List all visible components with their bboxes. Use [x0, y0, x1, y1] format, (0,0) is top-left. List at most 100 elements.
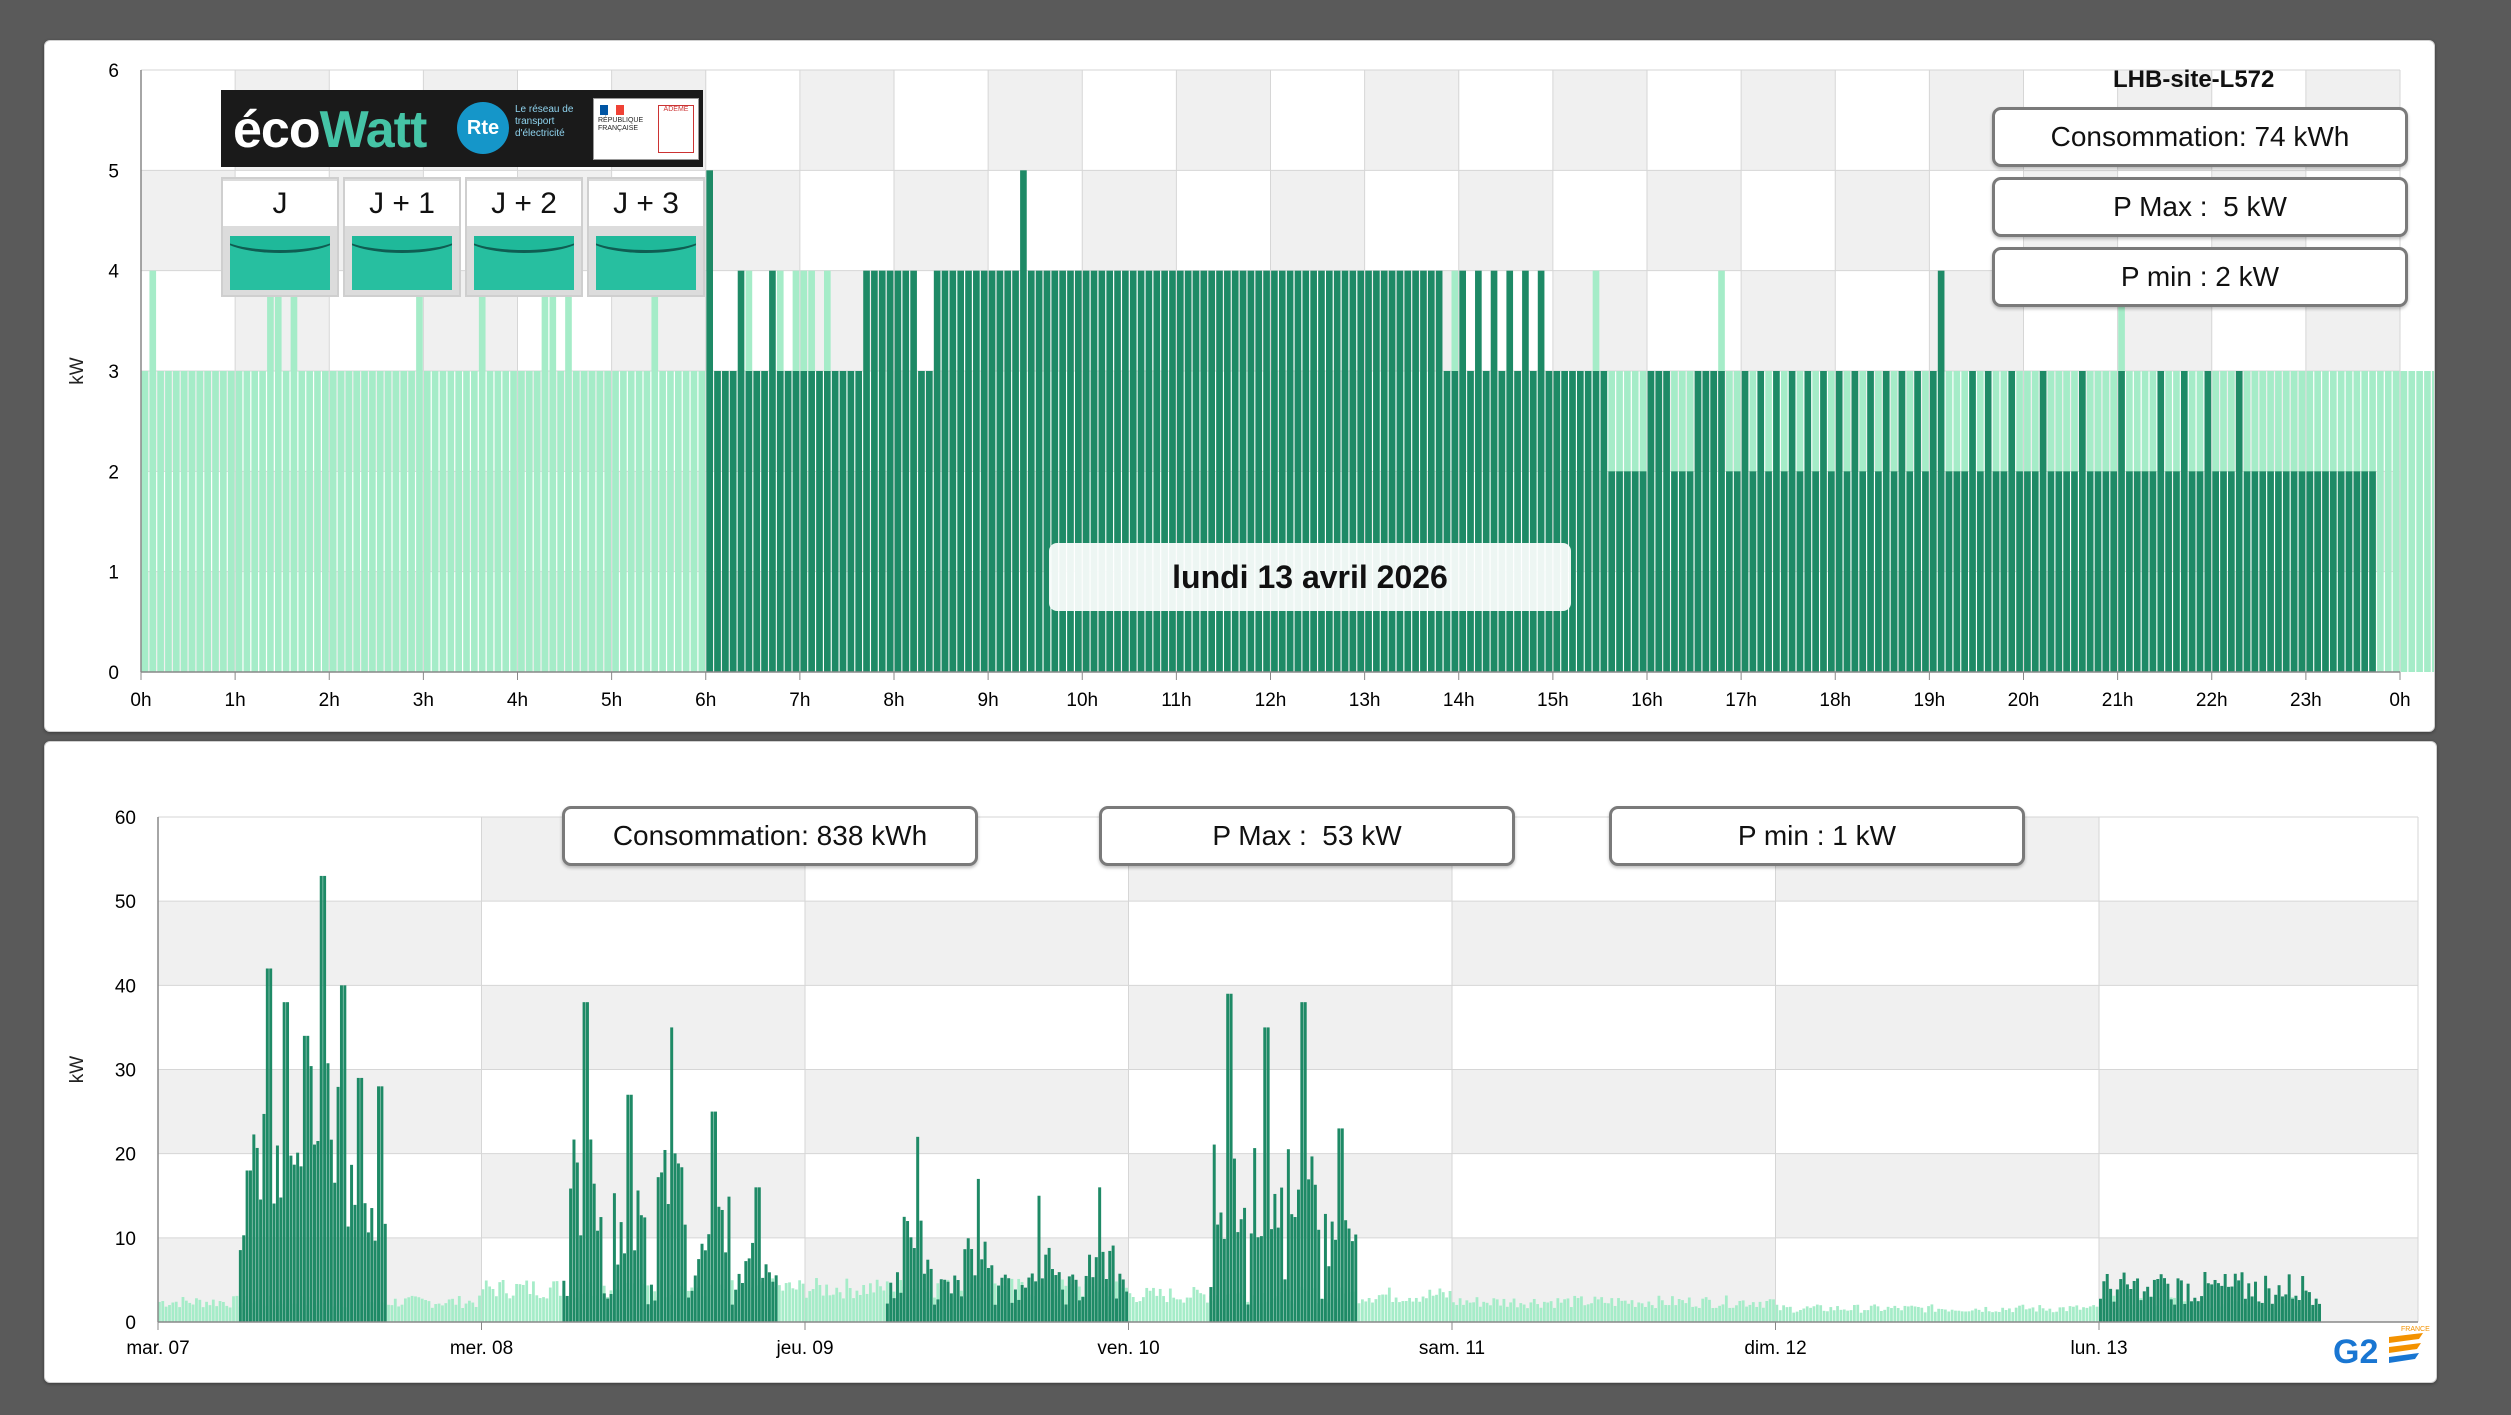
bar — [2142, 1291, 2146, 1322]
plot-band — [1835, 371, 1930, 472]
bar — [744, 1261, 748, 1322]
bar — [451, 1298, 454, 1322]
bar — [871, 270, 878, 672]
bar — [1940, 1309, 1944, 1322]
bar — [791, 1288, 795, 1322]
bar — [369, 371, 376, 672]
bar — [2250, 1296, 2254, 1322]
bar — [377, 1086, 381, 1322]
bar — [2028, 1308, 2032, 1322]
bar — [313, 1144, 316, 1322]
bar — [646, 1285, 650, 1322]
bar — [690, 1290, 694, 1322]
bar — [918, 371, 925, 672]
bar — [899, 1292, 903, 1322]
bar — [2031, 471, 2039, 672]
bar — [776, 371, 784, 672]
bar — [447, 1299, 451, 1322]
bar — [1961, 471, 1968, 672]
bar — [941, 270, 949, 672]
bar — [1738, 1300, 1742, 1322]
bar — [1586, 1304, 1590, 1322]
bar — [1714, 1307, 1718, 1322]
bar — [1051, 270, 1059, 672]
bar — [831, 1294, 835, 1322]
bar — [1185, 1297, 1189, 1322]
bar — [1603, 1302, 1607, 1322]
bar — [839, 371, 847, 672]
bar — [2196, 1301, 2200, 1322]
bar — [771, 1281, 775, 1322]
bar — [486, 371, 494, 672]
bar — [1613, 1305, 1617, 1322]
bar — [1050, 1269, 1054, 1322]
bar — [557, 371, 564, 672]
bar — [1114, 270, 1121, 672]
bar — [1247, 270, 1255, 672]
bar — [2179, 1280, 2183, 1322]
bar — [2228, 471, 2235, 672]
bar — [2306, 471, 2314, 672]
bar — [1231, 270, 1239, 672]
bar — [1987, 1311, 1991, 1322]
bar — [848, 1288, 852, 1322]
weekly-load-chart: 0 10 20 30 40 50 60 mar. 07 mer. 08 jeu. 09 ven. 1… — [67, 808, 2419, 1359]
plot-band — [1741, 270, 1836, 371]
bar — [502, 371, 510, 672]
bar — [1545, 371, 1553, 672]
bar — [1964, 1311, 1967, 1322]
bar — [1795, 1311, 1799, 1322]
bar — [533, 371, 541, 672]
bar — [461, 1308, 465, 1322]
x-tick-label: 3h — [413, 690, 434, 711]
bar — [1529, 1302, 1533, 1322]
bar — [1836, 1306, 1839, 1322]
bar — [2079, 371, 2086, 672]
bar — [1859, 471, 1867, 672]
bar — [1350, 1241, 1354, 1322]
plot-band — [1270, 371, 1365, 472]
bar — [383, 1223, 387, 1322]
bar — [376, 371, 384, 672]
bar — [1947, 1311, 1951, 1322]
daily-consumption-box: Consommation: 74 kWh — [1992, 107, 2408, 167]
bar — [1890, 1308, 1893, 1322]
bar — [2141, 471, 2149, 672]
bar — [1704, 1297, 1708, 1322]
bar — [468, 1300, 471, 1322]
bar — [1138, 1301, 1142, 1322]
bar — [2068, 1306, 2072, 1322]
bar — [616, 1264, 620, 1322]
bar — [408, 371, 415, 672]
x-tick-label: mer. 08 — [450, 1338, 513, 1359]
bar — [1344, 1220, 1348, 1322]
bar — [1381, 1294, 1385, 1322]
bar — [1098, 1187, 1102, 1322]
bar — [2119, 1279, 2123, 1322]
bar — [1320, 1299, 1324, 1322]
bar — [188, 1302, 192, 1322]
ecowatt-signal-icon — [474, 236, 574, 290]
bar — [2301, 1276, 2305, 1322]
bar — [225, 1305, 229, 1322]
bar — [292, 1164, 296, 1322]
x-tick-label: 6h — [695, 690, 716, 711]
bar — [511, 1295, 515, 1322]
ecowatt-widget: écoWatt Rte Le réseau de transport d'éle… — [221, 90, 705, 300]
bar — [174, 1301, 178, 1322]
bar — [1418, 1301, 1422, 1322]
bar — [1182, 1302, 1186, 1322]
republique-francaise-logo: RÉPUBLIQUE FRANÇAISE ADEME — [593, 98, 699, 160]
bar — [683, 1224, 687, 1322]
bar — [178, 1307, 181, 1322]
bar — [525, 371, 533, 672]
bar — [1435, 270, 1443, 672]
x-tick-label: 20h — [2008, 690, 2040, 711]
bar — [282, 371, 290, 672]
bar — [484, 1280, 488, 1322]
bar — [667, 371, 674, 672]
bar — [2251, 471, 2259, 672]
bar — [1200, 270, 1208, 672]
plot-band — [1452, 901, 1776, 986]
bar — [2270, 1303, 2274, 1322]
